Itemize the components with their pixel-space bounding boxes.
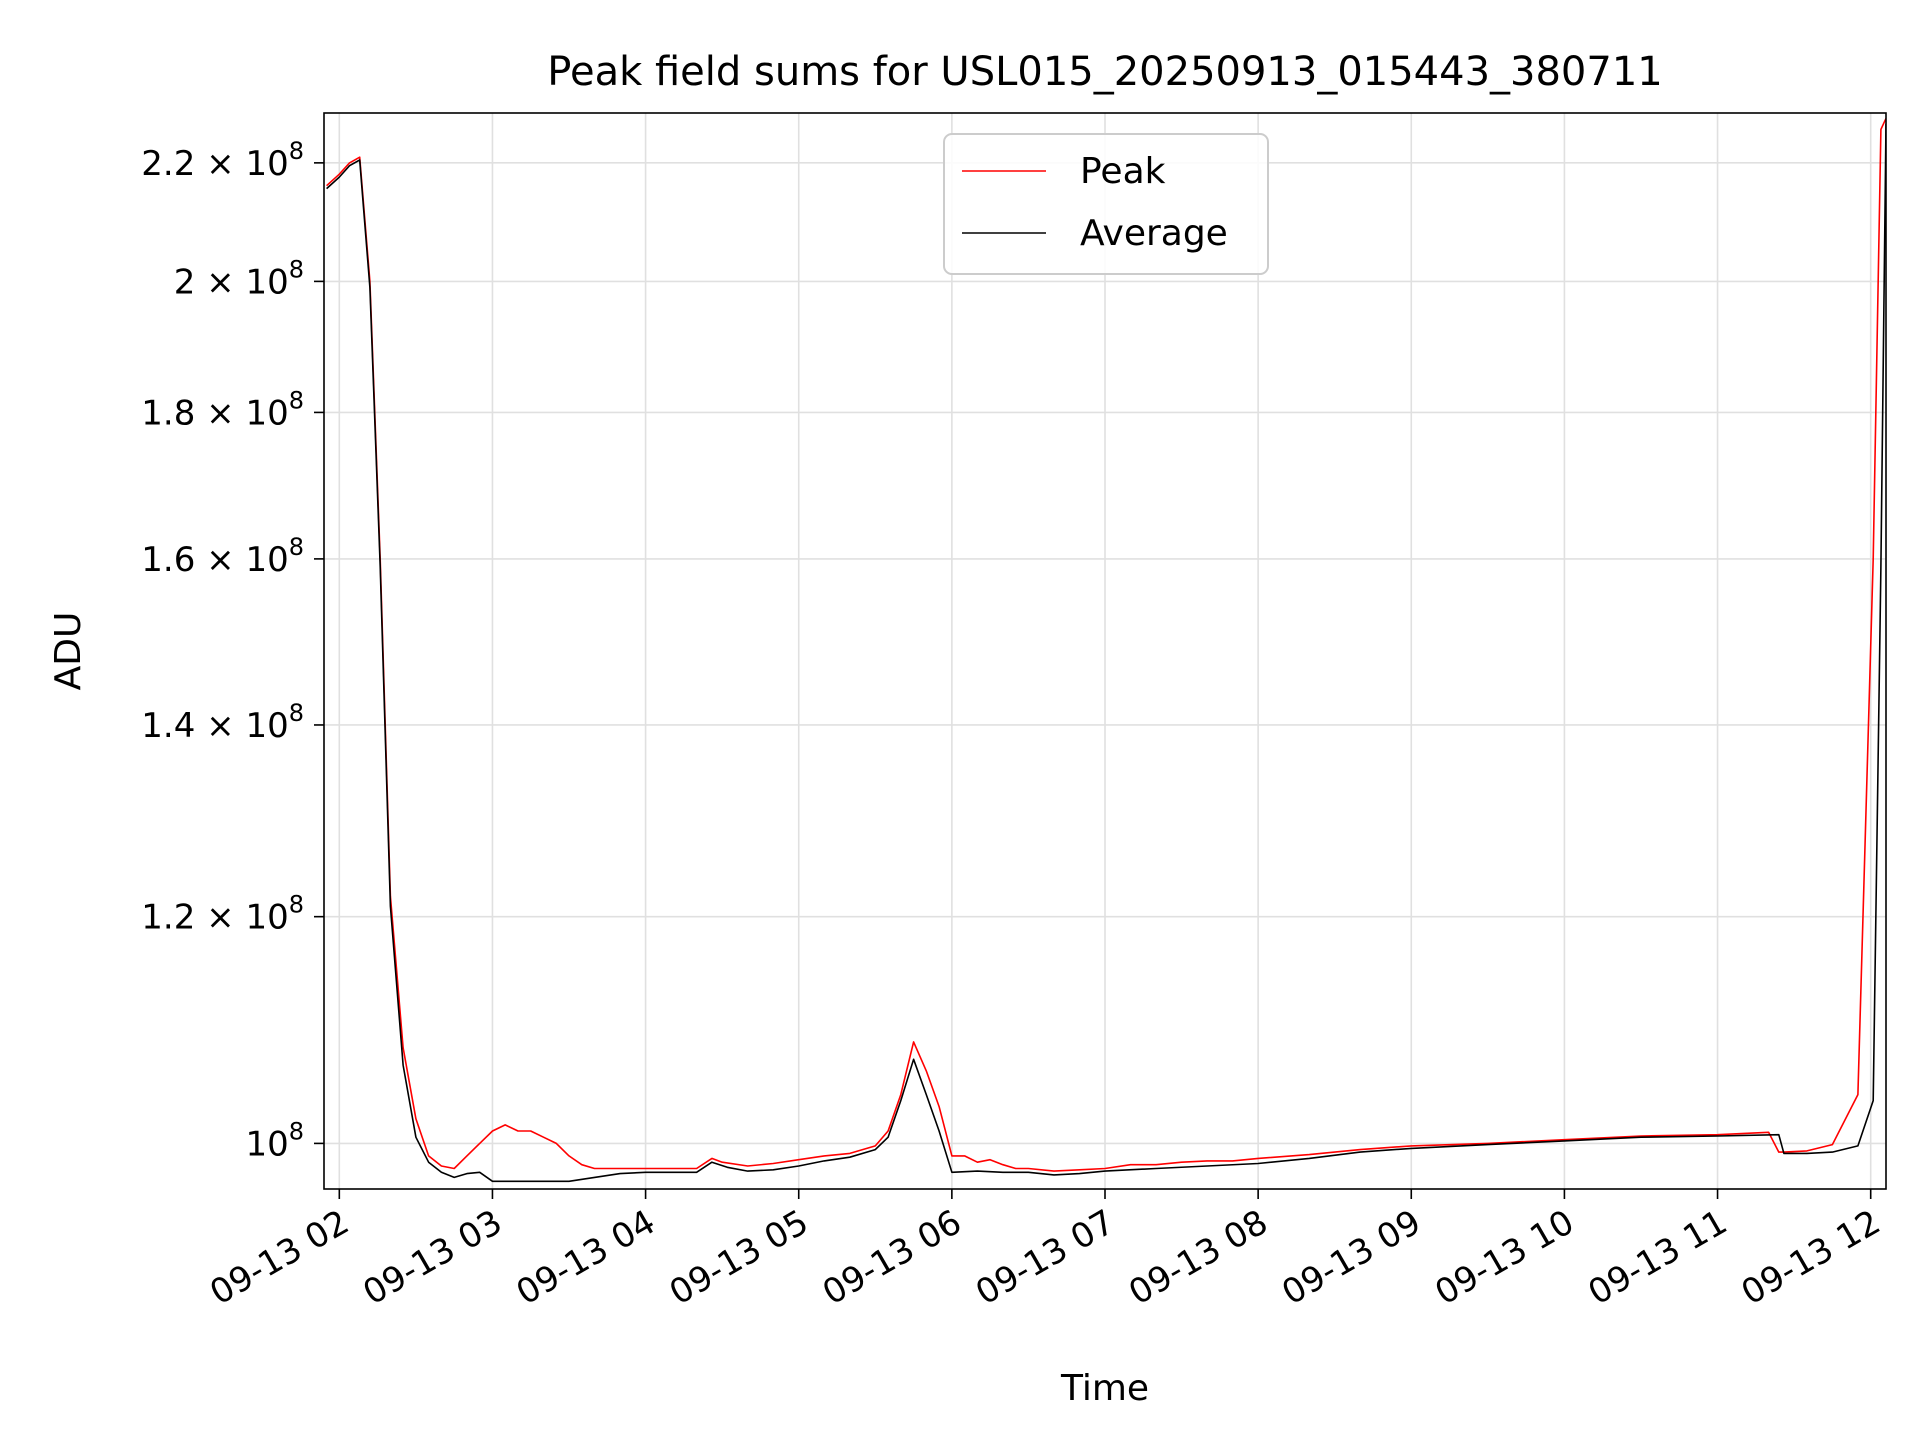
x-axis-label: Time — [1060, 1368, 1149, 1409]
series-line-peak — [326, 118, 1886, 1172]
y-axis-label: ADU — [48, 612, 89, 691]
y-tick-label: 1.4 × 108 — [141, 699, 304, 746]
y-tick-label: 2.2 × 108 — [141, 137, 304, 184]
legend-label-average: Average — [1080, 213, 1228, 254]
y-tick-label: 1.8 × 108 — [141, 386, 304, 433]
y-tick-label: 1.2 × 108 — [141, 891, 304, 938]
series-line-average — [326, 123, 1886, 1183]
chart-title: Peak field sums for USL015_20250913_0154… — [547, 49, 1662, 95]
legend: Peak Average — [943, 133, 1269, 275]
y-axis-ticks: 108 1.2 × 108 1.4 × 108 1.6 × 108 1.8 × 108 2… — [141, 137, 324, 1164]
y-tick-label: 1.6 × 108 — [141, 533, 304, 580]
y-tick-label: 108 — [245, 1117, 304, 1164]
y-tick-label: 2 × 108 — [174, 255, 304, 302]
series-lines — [326, 118, 1886, 1183]
legend-label-peak: Peak — [1080, 151, 1166, 192]
legend-box — [943, 133, 1269, 275]
